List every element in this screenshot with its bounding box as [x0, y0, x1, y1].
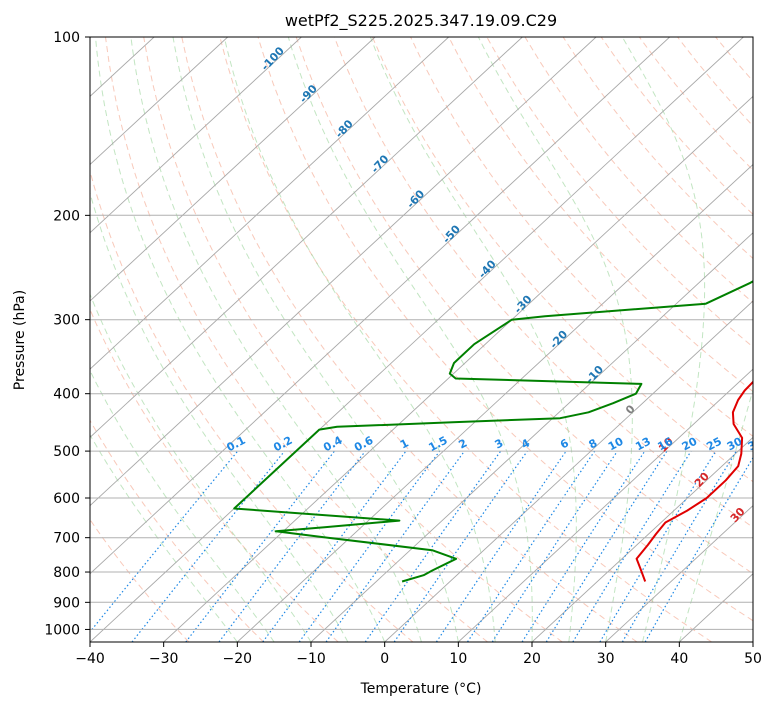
- moist-adiabat-line: [95, 37, 386, 642]
- mixing-ratio-line: [521, 450, 646, 642]
- dry-adiabat-line: [486, 37, 753, 348]
- moist-adiabat-line: [678, 387, 753, 642]
- isotherm-line: [236, 163, 753, 642]
- y-tick-label: 900: [53, 595, 80, 611]
- isotherm-line: [90, 37, 376, 302]
- y-axis-title: Pressure (hPa): [12, 290, 28, 390]
- y-tick-label: 1000: [44, 622, 80, 638]
- isotherm-line: [605, 504, 753, 642]
- isotherm-line: [531, 436, 753, 642]
- mixing-ratio-line: [90, 450, 239, 633]
- mixing-ratio-label: 25: [704, 435, 724, 454]
- x-axis: −40 −30 −20 −10 0 10 20 30 40 50: [75, 642, 762, 667]
- isotherm-line: [457, 368, 753, 642]
- isotherm-line: [90, 37, 302, 234]
- isotherm-line: [90, 37, 450, 370]
- isotherm-line: [90, 37, 229, 166]
- dry-adiabat-line: [371, 37, 753, 483]
- x-tick-label: −30: [149, 651, 179, 667]
- mixing-ratio-label: 10: [606, 435, 626, 454]
- isotherm-line: [310, 232, 753, 642]
- moist-adiabat-line: [369, 37, 577, 642]
- mixing-ratio-label: 13: [633, 435, 653, 454]
- x-tick-label: 0: [380, 651, 389, 667]
- mixing-ratio-line: [491, 450, 618, 642]
- mixing-ratio-line: [435, 450, 567, 642]
- mixing-ratio-line: [599, 450, 717, 642]
- moist-adiabat-line: [477, 37, 633, 642]
- mixing-ratio-line: [393, 450, 528, 642]
- dry-adiabat-line: [143, 37, 563, 642]
- mixing-ratio-line: [262, 450, 407, 642]
- x-axis-title: Temperature (°C): [360, 681, 482, 697]
- moist-adiabat-line: [287, 37, 533, 642]
- y-tick-label: 200: [53, 208, 80, 224]
- y-tick-label: 300: [53, 313, 80, 329]
- isotherm-line: [163, 95, 753, 642]
- mixing-ratio-line: [218, 450, 366, 642]
- y-tick-label: 500: [53, 444, 80, 460]
- mixing-ratio-line: [572, 450, 692, 642]
- y-tick-label: 800: [53, 565, 80, 581]
- isotherm-line: [384, 300, 753, 642]
- y-axis: 100 200 300 400 500 600 700 800 900 1000: [44, 30, 90, 638]
- dry-adiabat-line: [448, 37, 753, 393]
- plot-frame: [89, 36, 754, 643]
- mixing-ratio-line: [466, 450, 596, 642]
- x-tick-label: 30: [597, 651, 615, 667]
- mixing-ratio-label: 30: [725, 435, 745, 454]
- y-tick-label: 700: [53, 531, 80, 547]
- y-tick-label: 400: [53, 387, 80, 403]
- dry-adiabat-line: [410, 37, 753, 437]
- x-tick-label: 20: [523, 651, 541, 667]
- mixing-ratio-line: [364, 450, 502, 642]
- mixing-ratio-line: [325, 450, 465, 642]
- y-tick-label: 100: [53, 30, 80, 46]
- dry-adiabat-line: [295, 37, 753, 575]
- dry-adiabat-line: [181, 37, 638, 642]
- isotherm-line: [90, 37, 671, 575]
- y-tick-label: 600: [53, 491, 80, 507]
- background-lines: [90, 37, 753, 642]
- temperature-line: [635, 380, 753, 582]
- moist-adiabat-line: [172, 37, 459, 642]
- chart-title: wetPf2_S225.2025.347.19.09.C29: [285, 11, 557, 31]
- x-tick-label: 50: [744, 651, 762, 667]
- moist-adiabat-line: [90, 369, 275, 642]
- dry-adiabat-line: [219, 37, 712, 642]
- x-tick-label: −40: [75, 651, 105, 667]
- sounding-series: [233, 280, 753, 583]
- moist-adiabat-line: [621, 37, 706, 642]
- x-tick-label: −20: [223, 651, 253, 667]
- moist-adiabat-line: [223, 37, 496, 642]
- dry-adiabat-line: [90, 169, 414, 642]
- moist-adiabat-line: [130, 37, 422, 642]
- isotherm-line: [90, 37, 744, 642]
- dry-adiabat-line: [257, 37, 753, 622]
- dewpoint-line: [233, 280, 753, 583]
- moist-adiabat-line: [90, 433, 238, 642]
- isotherm-line: [90, 37, 597, 507]
- x-tick-label: 40: [670, 651, 688, 667]
- mixing-ratio-line: [298, 450, 441, 642]
- mixing-ratio-label: 36: [746, 435, 766, 454]
- mixing-ratio-label: 20: [680, 435, 700, 454]
- plot-area: [90, 37, 753, 642]
- dry-adiabat-line: [90, 419, 264, 642]
- pressure-gridlines: [90, 37, 753, 630]
- x-tick-label: −10: [296, 651, 326, 667]
- dry-adiabat-line: [333, 37, 753, 528]
- mixing-ratio-label: 16: [655, 435, 675, 454]
- x-tick-label: 10: [449, 651, 467, 667]
- isotherm-line: [90, 37, 523, 438]
